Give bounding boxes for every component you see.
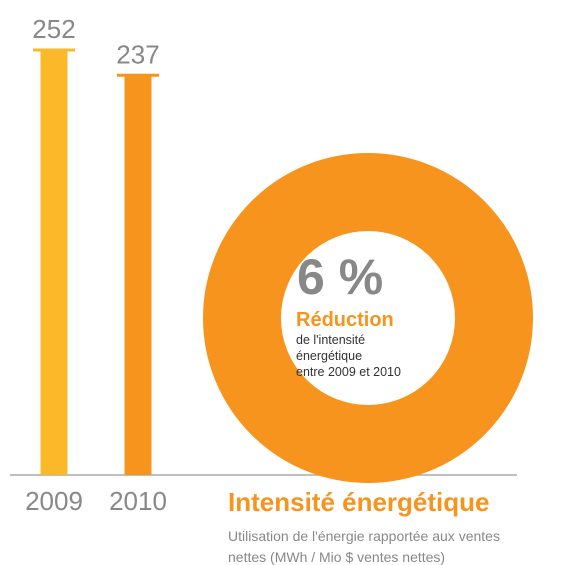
highlight-text: entre 2009 et 2010 (296, 365, 401, 379)
bar (124, 75, 152, 476)
highlight-text: de l'intensité (296, 333, 365, 347)
donut (203, 153, 533, 483)
subtitle: nettes (MWh / Mio $ ventes nettes) (228, 549, 445, 565)
category-label: 2010 (109, 486, 167, 516)
highlight-value: 6 % (297, 249, 383, 305)
highlight-heading: Réduction (296, 309, 394, 331)
bar (40, 50, 68, 475)
subtitle: Utilisation de l'énergie rapportée aux v… (228, 528, 500, 544)
highlight-text: énergétique (296, 349, 362, 363)
value-label: 252 (32, 14, 75, 44)
value-label: 237 (116, 39, 159, 69)
chart-title: Intensité énergétique (228, 487, 490, 517)
category-label: 2009 (25, 486, 83, 516)
